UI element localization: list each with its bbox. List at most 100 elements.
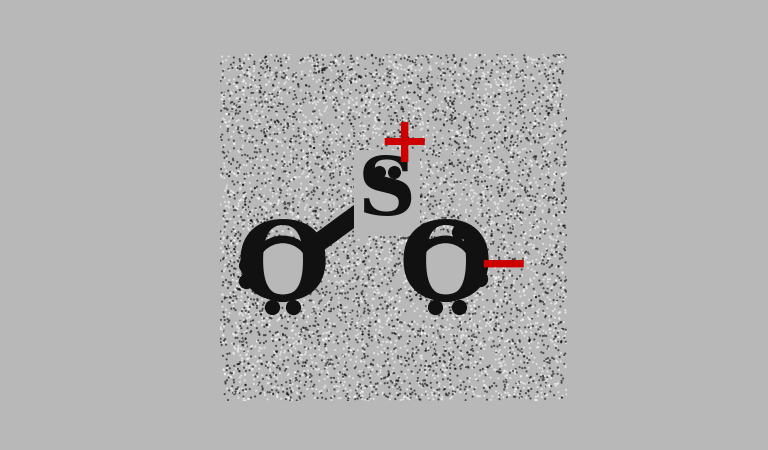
- Point: [327, 202, 339, 210]
- Point: [263, 90, 276, 98]
- Point: [240, 397, 252, 404]
- Point: [535, 149, 548, 156]
- Point: [446, 134, 458, 141]
- Point: [475, 65, 488, 72]
- Point: [435, 334, 447, 342]
- Point: [382, 259, 395, 266]
- Point: [462, 253, 475, 261]
- Point: [440, 205, 452, 212]
- Point: [283, 184, 296, 192]
- Point: [219, 207, 231, 215]
- Point: [313, 371, 326, 378]
- Point: [217, 170, 229, 177]
- Point: [319, 214, 332, 221]
- Point: [359, 247, 372, 254]
- Point: [359, 72, 372, 80]
- Point: [534, 197, 546, 204]
- Point: [306, 99, 319, 107]
- Point: [518, 128, 530, 135]
- Point: [239, 371, 251, 378]
- Point: [351, 193, 363, 200]
- Point: [266, 75, 279, 82]
- Point: [439, 289, 452, 297]
- Point: [417, 377, 429, 384]
- Point: [323, 216, 335, 224]
- Point: [247, 94, 259, 101]
- Point: [243, 138, 256, 145]
- Point: [449, 354, 462, 361]
- Point: [470, 338, 482, 346]
- Point: [217, 102, 230, 109]
- Point: [553, 195, 565, 203]
- Point: [488, 93, 501, 100]
- Point: [223, 299, 236, 306]
- Point: [356, 280, 368, 288]
- Point: [403, 73, 415, 81]
- Point: [387, 70, 399, 77]
- Point: [243, 74, 256, 81]
- Point: [348, 58, 360, 65]
- Point: [332, 303, 344, 310]
- Point: [545, 199, 557, 206]
- Point: [231, 158, 243, 166]
- Point: [277, 385, 290, 392]
- Point: [432, 203, 445, 210]
- Point: [555, 118, 568, 125]
- Point: [344, 325, 356, 333]
- Point: [371, 244, 383, 251]
- Point: [242, 225, 254, 232]
- Point: [499, 389, 511, 396]
- Point: [492, 221, 505, 229]
- Point: [265, 215, 277, 222]
- Point: [254, 273, 266, 280]
- Point: [223, 374, 235, 381]
- Point: [541, 152, 554, 159]
- Point: [233, 65, 246, 72]
- Point: [551, 195, 563, 203]
- Point: [247, 361, 259, 368]
- Point: [420, 283, 432, 290]
- Point: [529, 107, 541, 114]
- Point: [433, 264, 445, 271]
- Point: [356, 328, 369, 335]
- Point: [477, 182, 489, 189]
- Point: [257, 217, 269, 225]
- Point: [288, 86, 300, 93]
- Point: [525, 76, 538, 83]
- Point: [392, 126, 405, 134]
- Point: [554, 66, 566, 73]
- Point: [260, 81, 272, 89]
- Point: [415, 115, 428, 122]
- Point: [458, 270, 471, 277]
- Point: [476, 253, 488, 261]
- Point: [495, 275, 508, 283]
- Point: [424, 86, 436, 93]
- Point: [471, 292, 483, 299]
- Point: [408, 207, 420, 214]
- Point: [237, 67, 249, 74]
- Point: [304, 238, 316, 245]
- Point: [406, 156, 419, 163]
- Point: [496, 208, 508, 216]
- Point: [440, 366, 452, 373]
- Point: [481, 183, 493, 190]
- Point: [554, 279, 567, 287]
- Point: [320, 329, 333, 336]
- Point: [546, 372, 558, 379]
- Point: [217, 66, 230, 73]
- Point: [270, 348, 282, 355]
- Point: [243, 71, 256, 78]
- Point: [259, 72, 271, 79]
- Point: [237, 76, 250, 84]
- Point: [497, 284, 509, 292]
- Point: [508, 62, 520, 69]
- Point: [507, 246, 519, 253]
- Point: [531, 122, 544, 129]
- Point: [461, 349, 473, 356]
- Point: [543, 110, 555, 117]
- Point: [526, 124, 538, 131]
- Point: [502, 348, 515, 355]
- Point: [460, 364, 472, 371]
- Point: [375, 196, 387, 203]
- Point: [492, 81, 505, 88]
